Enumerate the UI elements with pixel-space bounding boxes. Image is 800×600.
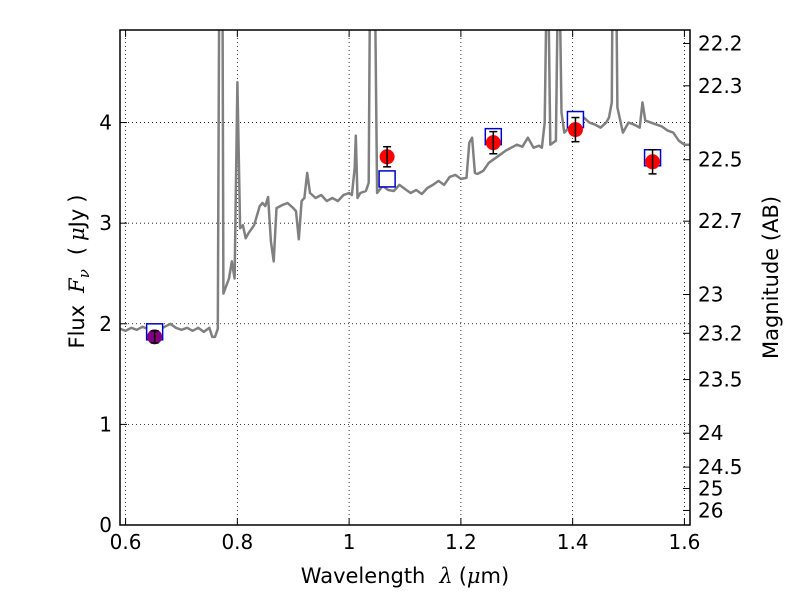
x-tick-label: 0.8: [221, 530, 253, 554]
right-axis-label: Magnitude (AB): [759, 196, 783, 359]
y-tick-label: 2: [99, 312, 112, 336]
right-tick-label: 26: [698, 498, 723, 522]
right-tick-label: 22.2: [698, 31, 743, 55]
model-photometry-square: [378, 170, 396, 188]
x-tick-label: 1: [343, 530, 356, 554]
right-tick-label: 25: [698, 476, 723, 500]
x-tick-label: 1.2: [445, 530, 477, 554]
y-tick-label: 3: [99, 211, 112, 235]
right-tick-label: 22.5: [698, 148, 743, 172]
right-tick-label: 24.5: [698, 455, 743, 479]
grid: [120, 30, 690, 525]
x-axis-label: Wavelength λ (μm): [301, 564, 509, 588]
right-tick-label: 23.2: [698, 321, 743, 345]
x-tick-label: 0.6: [110, 530, 142, 554]
right-tick-label: 24: [698, 421, 723, 445]
x-tick-label: 1.6: [669, 530, 701, 554]
y-tick-label: 0: [99, 513, 112, 537]
y-tick-label: 4: [99, 111, 112, 135]
right-tick-label: 22.3: [698, 74, 743, 98]
right-tick-label: 23: [698, 283, 723, 307]
x-tick-label: 1.4: [557, 530, 589, 554]
y-tick-label: 1: [99, 412, 112, 436]
model-spectrum-line: [120, 30, 690, 339]
ticks: 0.6 0.8 1 1.2 1.4 1.60123422.222.322.522.7232…: [99, 30, 743, 554]
plot-area: [120, 30, 690, 345]
right-tick-label: 23.5: [698, 368, 743, 392]
plot-frame: [119, 29, 691, 526]
y-axis-label: FluxFν(μJy): [65, 194, 93, 348]
right-tick-label: 22.7: [698, 209, 743, 233]
